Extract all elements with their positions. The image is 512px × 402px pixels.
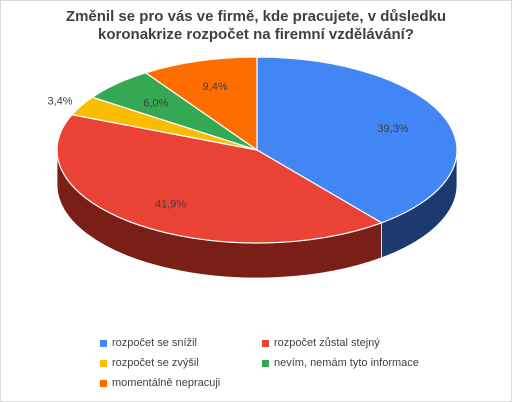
chart-title: Změnil se pro vás ve firmě, kde pracujet… [0, 8, 512, 44]
pie-top [56, 56, 458, 244]
legend-label: rozpočet zůstal stejný [274, 337, 380, 349]
legend-label: nevím, nemám tyto informace [274, 357, 419, 369]
slice-nepracuji-label: 9,4% [203, 81, 228, 93]
data-labels: 39,3% 41,9% 3,4% 6,0% 9,4% [47, 81, 408, 211]
slice-zustal-stejny-label: 41,9% [155, 199, 186, 211]
legend-label: rozpočet se snížil [112, 337, 197, 349]
slice-zvysil-label: 3,4% [47, 95, 72, 107]
legend-nevim: nevím, nemám tyto informace [262, 357, 419, 369]
legend-zustal-stejny: rozpočet zůstal stejný [262, 337, 380, 349]
legend-swatch [262, 339, 269, 347]
legend-swatch [100, 359, 107, 367]
legend-swatch [100, 379, 107, 387]
slice-nevim-label: 6,0% [143, 97, 168, 109]
chart-title-line-1: Změnil se pro vás ve firmě, kde pracujet… [65, 8, 447, 25]
legend-nepracuji: momentálně nepracuji [100, 377, 220, 389]
slice-nepracuji [144, 56, 258, 152]
legend-label: momentálně nepracuji [112, 377, 221, 389]
legend-swatch [262, 359, 269, 367]
legend-zvysil: rozpočet se zvýšil [100, 357, 199, 369]
slice-snizil-label: 39,3% [377, 123, 408, 135]
legend-snizil: rozpočet se snížil [100, 337, 197, 349]
chart-title-line-2: koronakrize rozpočet na firemní vzdělává… [98, 26, 414, 43]
slice-zustal-stejny [56, 114, 383, 244]
legend-swatch [100, 339, 107, 347]
legend-label: rozpočet se zvýšil [112, 357, 199, 369]
slice-snizil [256, 56, 458, 224]
